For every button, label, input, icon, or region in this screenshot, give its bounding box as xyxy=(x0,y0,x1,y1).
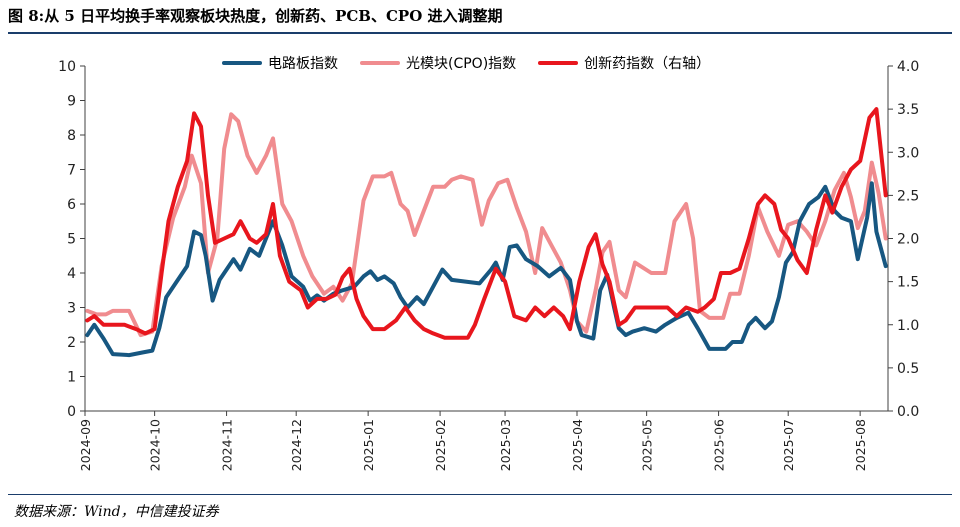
legend: 电路板指数 光模块(CPO)指数 创新药指数（右轴） xyxy=(222,53,710,73)
y-right-tick-label: 1.5 xyxy=(897,275,919,291)
legend-swatch-pcb xyxy=(222,61,262,65)
x-tick-label: 2025-02 xyxy=(433,419,448,471)
legend-item-pcb: 电路板指数 xyxy=(222,53,338,73)
series-line-pharma xyxy=(85,107,888,340)
x-tick-label: 2025-04 xyxy=(570,419,585,471)
axes xyxy=(80,65,893,416)
y-left-tick-label: 1 xyxy=(67,370,76,386)
y-left-tick-label: 4 xyxy=(67,266,76,282)
y-left-tick-label: 3 xyxy=(67,301,76,317)
y-left-tick-label: 9 xyxy=(67,94,76,110)
y-left-tick-label: 6 xyxy=(67,197,76,213)
source-note: 数据来源：Wind，中信建投证券 xyxy=(14,504,219,520)
y-right-tick-label: 3.5 xyxy=(897,102,919,118)
legend-label-cpo: 光模块(CPO)指数 xyxy=(406,56,517,72)
legend-item-cpo: 光模块(CPO)指数 xyxy=(360,53,516,73)
tick-labels: 0 1 2 3 4 5 6 7 8 9 10 0.0 0.5 1.0 1.5 2.0 2.5 3.0 3.5 4.0 2… xyxy=(58,59,919,471)
y-left-tick-label: 0 xyxy=(67,404,76,420)
x-tick-label: 2025-07 xyxy=(781,419,796,471)
series-line-pcb xyxy=(85,181,888,358)
y-left-tick-label: 8 xyxy=(67,128,76,144)
chart-title: 图 8:从 5 日平均换手率观察板块热度，创新药、PCB、CPO 进入调整期 xyxy=(8,7,503,25)
y-left-tick-label: 5 xyxy=(67,232,76,248)
legend-label-pcb: 电路板指数 xyxy=(268,56,338,72)
x-tick-label: 2024-12 xyxy=(289,419,304,471)
y-right-tick-label: 0.0 xyxy=(897,404,919,420)
y-right-tick-label: 0.5 xyxy=(897,361,919,377)
y-right-tick-label: 2.5 xyxy=(897,188,919,204)
legend-swatch-pharma xyxy=(538,61,579,65)
x-tick-label: 2025-06 xyxy=(712,419,727,471)
y-left-tick-label: 2 xyxy=(67,335,76,351)
legend-item-pharma: 创新药指数（右轴） xyxy=(538,53,710,73)
y-right-tick-label: 3.0 xyxy=(897,145,919,161)
legend-label-pharma: 创新药指数（右轴） xyxy=(584,56,711,72)
x-tick-label: 2025-05 xyxy=(640,419,655,471)
x-tick-label: 2025-08 xyxy=(853,419,868,471)
x-tick-label: 2025-03 xyxy=(498,419,513,471)
y-left-tick-label: 10 xyxy=(58,59,76,75)
x-tick-label: 2024-11 xyxy=(220,419,235,471)
title-rule xyxy=(8,32,952,34)
legend-swatch-cpo xyxy=(360,61,400,65)
y-right-tick-label: 4.0 xyxy=(897,59,919,75)
y-left-tick-label: 7 xyxy=(67,163,76,179)
x-tick-label: 2024-09 xyxy=(78,419,93,471)
source-rule xyxy=(8,494,952,495)
series-lines xyxy=(85,107,888,358)
x-tick-label: 2025-01 xyxy=(361,419,376,471)
x-tick-label: 2024-10 xyxy=(148,419,163,471)
y-right-tick-label: 1.0 xyxy=(897,318,919,334)
y-right-tick-label: 2.0 xyxy=(897,232,919,248)
series-line-cpo xyxy=(85,112,888,338)
